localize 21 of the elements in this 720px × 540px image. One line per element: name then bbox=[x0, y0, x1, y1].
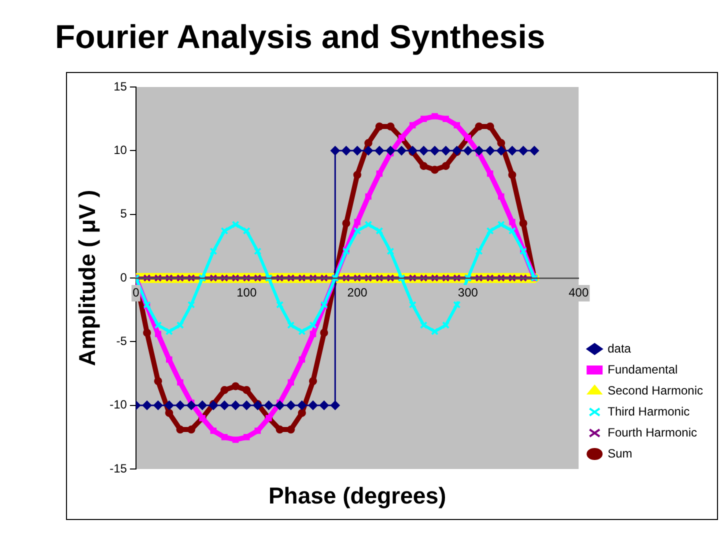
x-axis-title: Phase (degrees) bbox=[268, 482, 446, 508]
legend-label: Second Harmonic bbox=[608, 383, 704, 398]
legend-label: Sum bbox=[608, 446, 632, 460]
x-tick-label: 200 bbox=[347, 286, 368, 300]
x-tick-label: 100 bbox=[236, 286, 257, 300]
y-axis-title: Amplitude ( μV ) bbox=[74, 190, 100, 366]
y-tick-label: -10 bbox=[110, 398, 128, 412]
legend-label: Fundamental bbox=[608, 362, 678, 376]
x-tick-label: 400 bbox=[568, 286, 589, 300]
y-tick-label: -15 bbox=[110, 461, 128, 476]
y-tick-label: 15 bbox=[114, 79, 128, 94]
x-tick-label: 0 bbox=[132, 286, 140, 300]
y-tick-label: 0 bbox=[120, 270, 128, 284]
legend-label: data bbox=[608, 341, 632, 356]
y-tick-label: 5 bbox=[120, 206, 128, 221]
legend-label: Fourth Harmonic bbox=[608, 425, 697, 440]
chart-title: Fourier Analysis and Synthesis bbox=[55, 18, 546, 56]
y-tick-label: -5 bbox=[116, 334, 128, 348]
legend-label: Third Harmonic bbox=[608, 404, 690, 418]
y-tick-label: 10 bbox=[114, 142, 128, 157]
x-tick-label: 300 bbox=[458, 286, 478, 300]
